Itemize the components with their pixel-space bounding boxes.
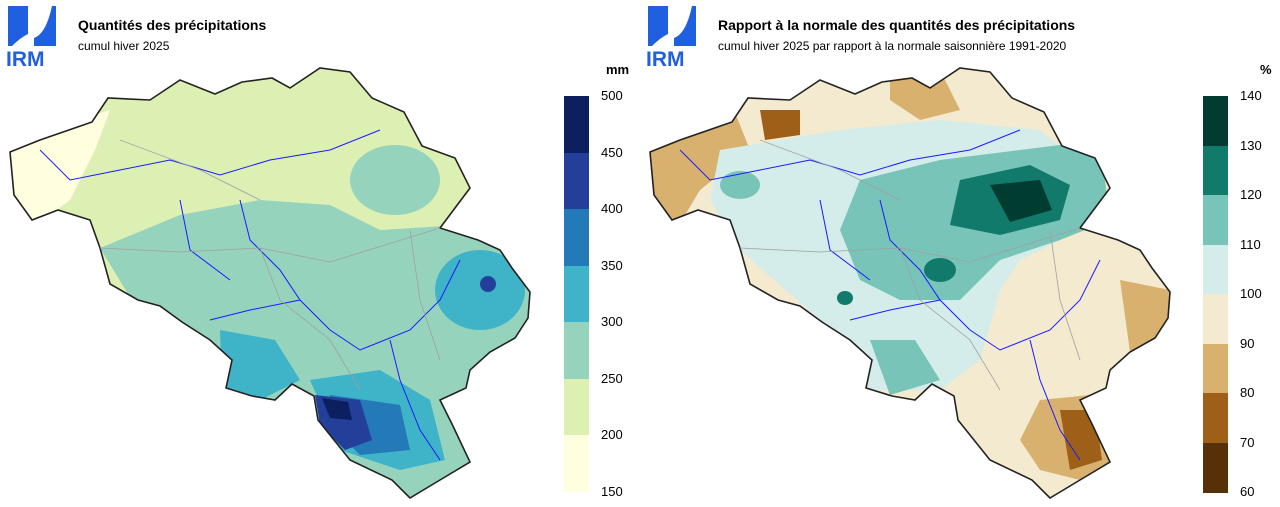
legend-colorbar <box>1203 96 1228 493</box>
legend-swatch <box>564 322 589 380</box>
precipitation-panel: IRM Quantités des précipitations cumul h… <box>6 4 630 500</box>
legend-tick-label: 150 <box>601 484 623 499</box>
legend-tick-label: 80 <box>1240 385 1255 400</box>
irm-logo: IRM <box>6 4 58 74</box>
legend-unit: mm <box>606 62 630 77</box>
legend-swatch <box>1203 96 1228 146</box>
map-title: Quantités des précipitations <box>78 17 267 33</box>
legend-swatch <box>1203 244 1228 295</box>
legend-tick-label: 500 <box>601 88 623 103</box>
legend-swatch <box>1203 393 1228 443</box>
legend-swatch <box>564 96 589 154</box>
legend-tick-label: 130 <box>1240 137 1262 153</box>
legend-swatch <box>1203 195 1228 245</box>
legend-swatch <box>564 265 589 323</box>
legend-tick-label: 300 <box>601 314 623 330</box>
belgium-ratio-map <box>649 67 1171 500</box>
legend-tick-label: 90 <box>1240 335 1255 351</box>
legend-tick-label: 350 <box>601 257 623 273</box>
legend-tick-label: 400 <box>601 201 623 217</box>
irm-logo: IRM <box>646 4 698 74</box>
legend-swatch <box>564 209 589 267</box>
legend-tick-label: 60 <box>1240 484 1255 499</box>
legend-tick-label: 100 <box>1240 286 1262 301</box>
logo-text: IRM <box>646 48 685 71</box>
legend-unit: % <box>1260 62 1272 77</box>
logo-text: IRM <box>6 48 45 71</box>
legend-swatch <box>1203 294 1228 344</box>
ratio-panel: IRM Rapport à la normale des quantités d… <box>640 0 1280 507</box>
legend-swatch <box>1203 343 1228 394</box>
legend-swatch <box>564 378 589 436</box>
legend-swatch <box>564 152 589 210</box>
legend-tick-label: 200 <box>601 427 623 443</box>
legend-tick-label: 450 <box>601 144 623 160</box>
legend-tick-label: 110 <box>1240 236 1261 252</box>
legend-tick-label: 70 <box>1240 434 1255 450</box>
legend-colorbar <box>564 96 589 493</box>
map-title: Rapport à la normale des quantités des p… <box>718 17 1076 33</box>
legend-tick-label: 120 <box>1240 187 1262 202</box>
legend-swatch <box>564 435 589 493</box>
belgium-precipitation-map <box>9 67 531 500</box>
legend-swatch <box>1203 145 1228 196</box>
legend-tick-label: 250 <box>601 370 623 386</box>
map-subtitle: cumul hiver 2025 par rapport à la normal… <box>718 39 1067 53</box>
legend-tick-label: 140 <box>1240 88 1262 103</box>
map-subtitle: cumul hiver 2025 <box>78 39 170 53</box>
legend-swatch <box>1203 442 1228 493</box>
